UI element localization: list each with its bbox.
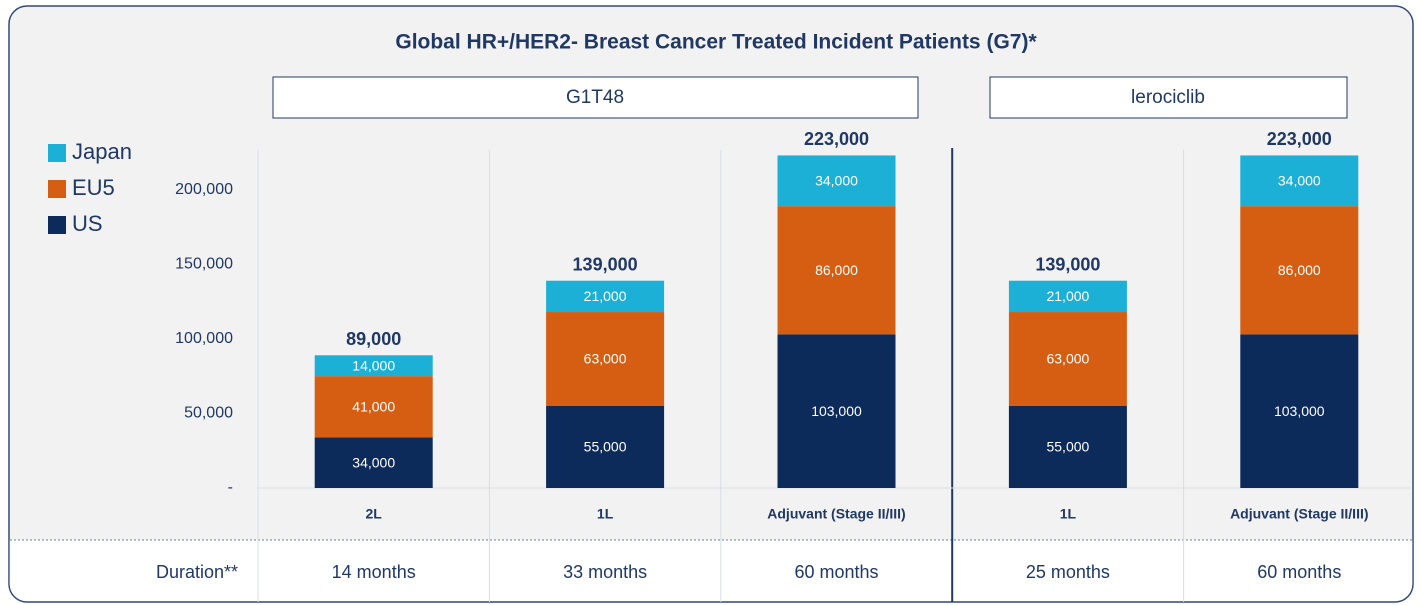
- bar-segment: [1240, 206, 1359, 335]
- value-label: 14,000: [352, 357, 395, 373]
- y-tick-label: -: [228, 479, 233, 496]
- x-tick-label: Adjuvant (Stage II/III): [1230, 506, 1368, 522]
- bar-segment: [314, 376, 433, 438]
- bar-segment: [1008, 280, 1127, 313]
- bar-segment: [1240, 155, 1359, 207]
- bar-segment: [1240, 334, 1359, 488]
- value-label: 86,000: [1278, 262, 1321, 278]
- y-tick-label: 50,000: [184, 405, 233, 422]
- bar-segment: [777, 155, 896, 207]
- duration: 60 months: [1257, 562, 1341, 582]
- group-box: [989, 76, 1348, 119]
- duration-row: [9, 540, 1413, 601]
- value-label: 63,000: [584, 351, 627, 367]
- bar-segment: [314, 355, 433, 377]
- chart-title: Global HR+/HER2- Breast Cancer Treated I…: [395, 31, 1037, 54]
- total-label: 223,000: [1267, 129, 1332, 149]
- duration: 33 months: [563, 562, 647, 582]
- value-label: 86,000: [815, 262, 858, 278]
- bar-segment: [546, 280, 665, 313]
- value-label: 55,000: [584, 439, 627, 455]
- total-label: 223,000: [804, 129, 869, 149]
- y-tick-label: 200,000: [175, 181, 233, 198]
- value-label: 103,000: [811, 403, 862, 419]
- legend-swatch: [48, 216, 66, 234]
- value-label: 34,000: [352, 454, 395, 470]
- legend-label: US: [72, 211, 103, 236]
- legend-label: Japan: [72, 139, 132, 164]
- bar-segment: [777, 334, 896, 488]
- bar-segment: [314, 437, 433, 488]
- legend-swatch: [48, 180, 66, 198]
- total-label: 139,000: [573, 254, 638, 274]
- bar-segment: [546, 405, 665, 488]
- bar-segment: [777, 206, 896, 335]
- group-label: lerociclib: [1131, 87, 1205, 108]
- duration: 60 months: [794, 562, 878, 582]
- bar-segment: [1008, 312, 1127, 406]
- duration-label: Duration**: [156, 562, 238, 582]
- y-tick-label: 100,000: [175, 330, 233, 347]
- x-tick-label: 1L: [597, 506, 614, 522]
- total-label: 89,000: [346, 329, 401, 349]
- value-label: 55,000: [1046, 439, 1089, 455]
- bar-segment: [1008, 405, 1127, 488]
- value-label: 34,000: [815, 172, 858, 188]
- legend-label: EU5: [72, 175, 115, 200]
- total-label: 139,000: [1035, 254, 1100, 274]
- duration: 14 months: [332, 562, 416, 582]
- x-tick-label: Adjuvant (Stage II/III): [767, 506, 905, 522]
- bar-segment: [546, 312, 665, 406]
- group-label: G1T48: [566, 87, 624, 108]
- y-tick-label: 150,000: [175, 256, 233, 273]
- value-label: 63,000: [1046, 351, 1089, 367]
- x-tick-label: 1L: [1060, 506, 1077, 522]
- duration: 25 months: [1026, 562, 1110, 582]
- value-label: 21,000: [584, 288, 627, 304]
- value-label: 103,000: [1274, 403, 1325, 419]
- group-box: [272, 76, 919, 119]
- x-tick-label: 2L: [366, 506, 383, 522]
- legend-swatch: [48, 144, 66, 162]
- value-label: 21,000: [1046, 288, 1089, 304]
- value-label: 41,000: [352, 398, 395, 414]
- value-label: 34,000: [1278, 172, 1321, 188]
